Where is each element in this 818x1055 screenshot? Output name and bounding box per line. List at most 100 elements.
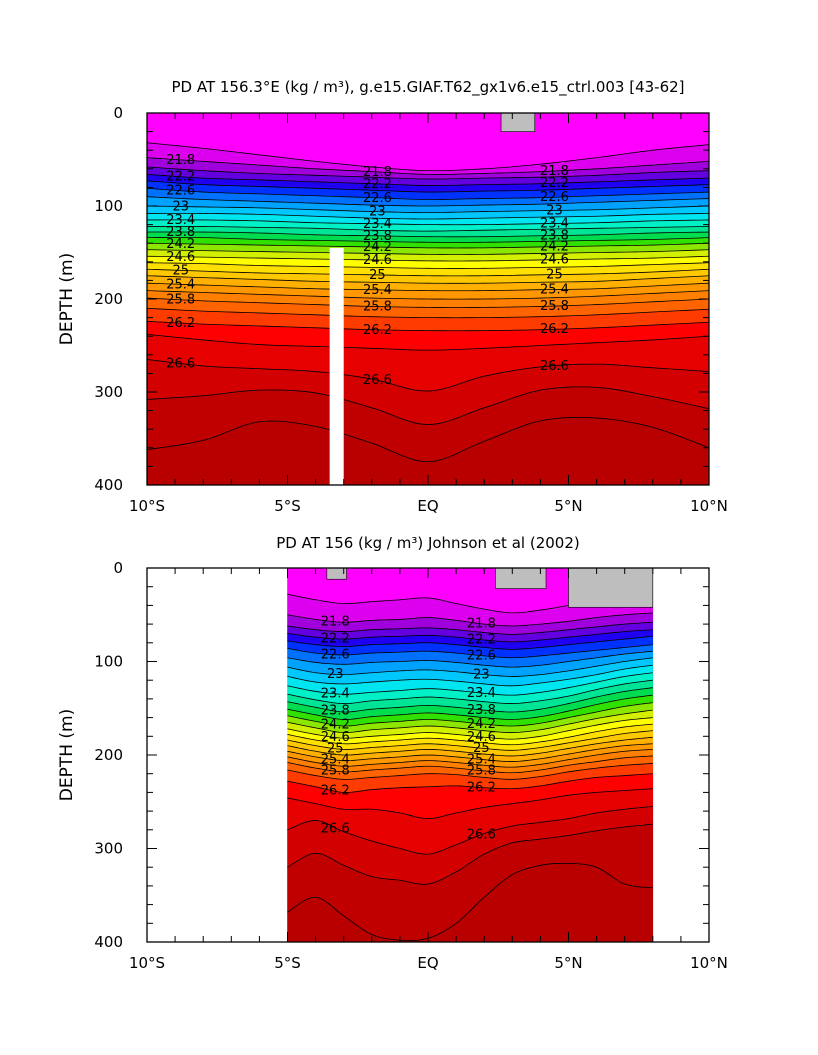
contour-line (147, 166, 709, 180)
contour-line (147, 225, 709, 232)
y-tick-label: 200 (94, 746, 123, 764)
y-tick-label: 300 (94, 840, 123, 858)
contour-line (147, 307, 709, 319)
y-axis-label: DEPTH (m) (57, 253, 77, 345)
contour-label: 24.2 (467, 717, 496, 732)
contour-label: 26.2 (540, 322, 569, 337)
contour-label: 22.6 (321, 647, 350, 662)
contour-line (287, 862, 653, 941)
x-tick-label: 10°S (129, 497, 165, 515)
contour-label: 25 (546, 268, 563, 283)
contour-label: 22.6 (166, 184, 195, 199)
contour-label: 23.4 (467, 686, 496, 701)
contour-label: 24.2 (166, 237, 195, 252)
contour-line (147, 173, 709, 186)
contour-label: 25 (327, 741, 344, 756)
contour-line (287, 679, 653, 704)
contour-line (287, 709, 653, 733)
x-tick-label: 10°N (690, 497, 728, 515)
contour-line (147, 320, 709, 332)
panel-title: PD AT 156.3°E (kg / m³), g.e15.GIAF.T62_… (171, 78, 684, 97)
contour-line (287, 644, 653, 659)
contour-label: 25.4 (540, 282, 569, 297)
contour-line (147, 187, 709, 200)
contour-label: 23 (473, 667, 490, 682)
contour-line (287, 730, 653, 751)
contour-labels: 21.821.8 21.822.2 22.2 22.222.6 22.6 22.623 23… (166, 153, 569, 388)
y-tick-label: 0 (113, 559, 123, 577)
contour-line (287, 748, 653, 768)
contour-line (147, 249, 709, 255)
contour-label: 25.4 (321, 752, 350, 767)
land-mask (500, 113, 536, 132)
contour-line (147, 359, 709, 392)
contour-label: 23 (546, 203, 563, 218)
contour-line (287, 788, 653, 819)
contour-line (287, 823, 653, 885)
x-tick-label: 5°S (274, 497, 301, 515)
contour-label: 23 (369, 205, 386, 220)
contour-line (147, 275, 709, 284)
contour-line (287, 743, 653, 762)
contour-label: 26.2 (321, 784, 350, 799)
y-tick-label: 400 (94, 933, 123, 951)
land-mask (568, 568, 654, 608)
y-tick-label: 100 (94, 653, 123, 671)
x-tick-label: 10°N (690, 954, 728, 972)
land-mask (495, 568, 547, 589)
contour-label: 25.4 (363, 283, 392, 298)
contour-label: 25.8 (166, 293, 195, 308)
contour-label: 24.6 (166, 250, 195, 265)
contour-label: 25.8 (467, 764, 496, 779)
y-axis-label: DEPTH (m) (57, 709, 77, 801)
contour-label: 22.6 (540, 190, 569, 205)
contour-label: 23.8 (467, 703, 496, 718)
contour-label: 23.4 (540, 216, 569, 231)
contour-label: 25 (172, 263, 189, 278)
contour-label: 23.8 (166, 225, 195, 240)
contour-label: 25.8 (321, 764, 350, 779)
contour-label: 26.6 (166, 356, 195, 371)
x-tick-label: EQ (417, 497, 438, 515)
contour-line (147, 231, 709, 238)
contour-label: 26.2 (467, 781, 496, 796)
contour-label: 23 (327, 667, 344, 682)
y-tick-label: 100 (94, 197, 123, 215)
contour-line (287, 773, 653, 793)
contour-line (287, 629, 653, 643)
contour-label: 23.8 (363, 229, 392, 244)
contour-label: 24.2 (540, 240, 569, 255)
contour-label: 26.6 (363, 373, 392, 388)
contour-line (287, 657, 653, 677)
contour-line (287, 806, 653, 855)
y-tick-label: 200 (94, 290, 123, 308)
panel-top: PD AT 156.3°E (kg / m³), g.e15.GIAF.T62_… (57, 78, 728, 515)
contour-label: 22.2 (321, 631, 350, 646)
contour-line (147, 386, 709, 425)
contour-line (147, 262, 709, 269)
contour-line (147, 205, 709, 213)
x-tick-label: 5°S (274, 954, 301, 972)
contour-line (147, 242, 709, 249)
contour-label: 25.8 (540, 299, 569, 314)
contour-label: 21.8 (166, 153, 195, 168)
axis-ticks: 10°S 5°S EQ 5°N 10°N 0 100 200 300 400 (94, 559, 728, 972)
contour-line (147, 282, 709, 292)
contour-label: 22.6 (467, 649, 496, 664)
contour-label: 26.2 (363, 323, 392, 338)
contour-label: 24.2 (321, 718, 350, 733)
contour-label: 22.2 (363, 177, 392, 192)
axis-ticks: 10°S 5°S EQ 5°N 10°N 0 100 200 300 400 (94, 104, 728, 515)
y-tick-label: 300 (94, 383, 123, 401)
contour-line (147, 417, 709, 463)
contour-label: 25 (369, 268, 386, 283)
plot-area (147, 113, 709, 485)
contour-line (147, 333, 709, 351)
contour-label: 23.8 (540, 229, 569, 244)
contour-line (287, 672, 653, 696)
contour-label: 23.4 (321, 686, 350, 701)
contour-label: 25.4 (166, 277, 195, 292)
contour-label: 23.4 (166, 213, 195, 228)
contour-line (287, 755, 653, 774)
contour-label: 23.4 (363, 217, 392, 232)
